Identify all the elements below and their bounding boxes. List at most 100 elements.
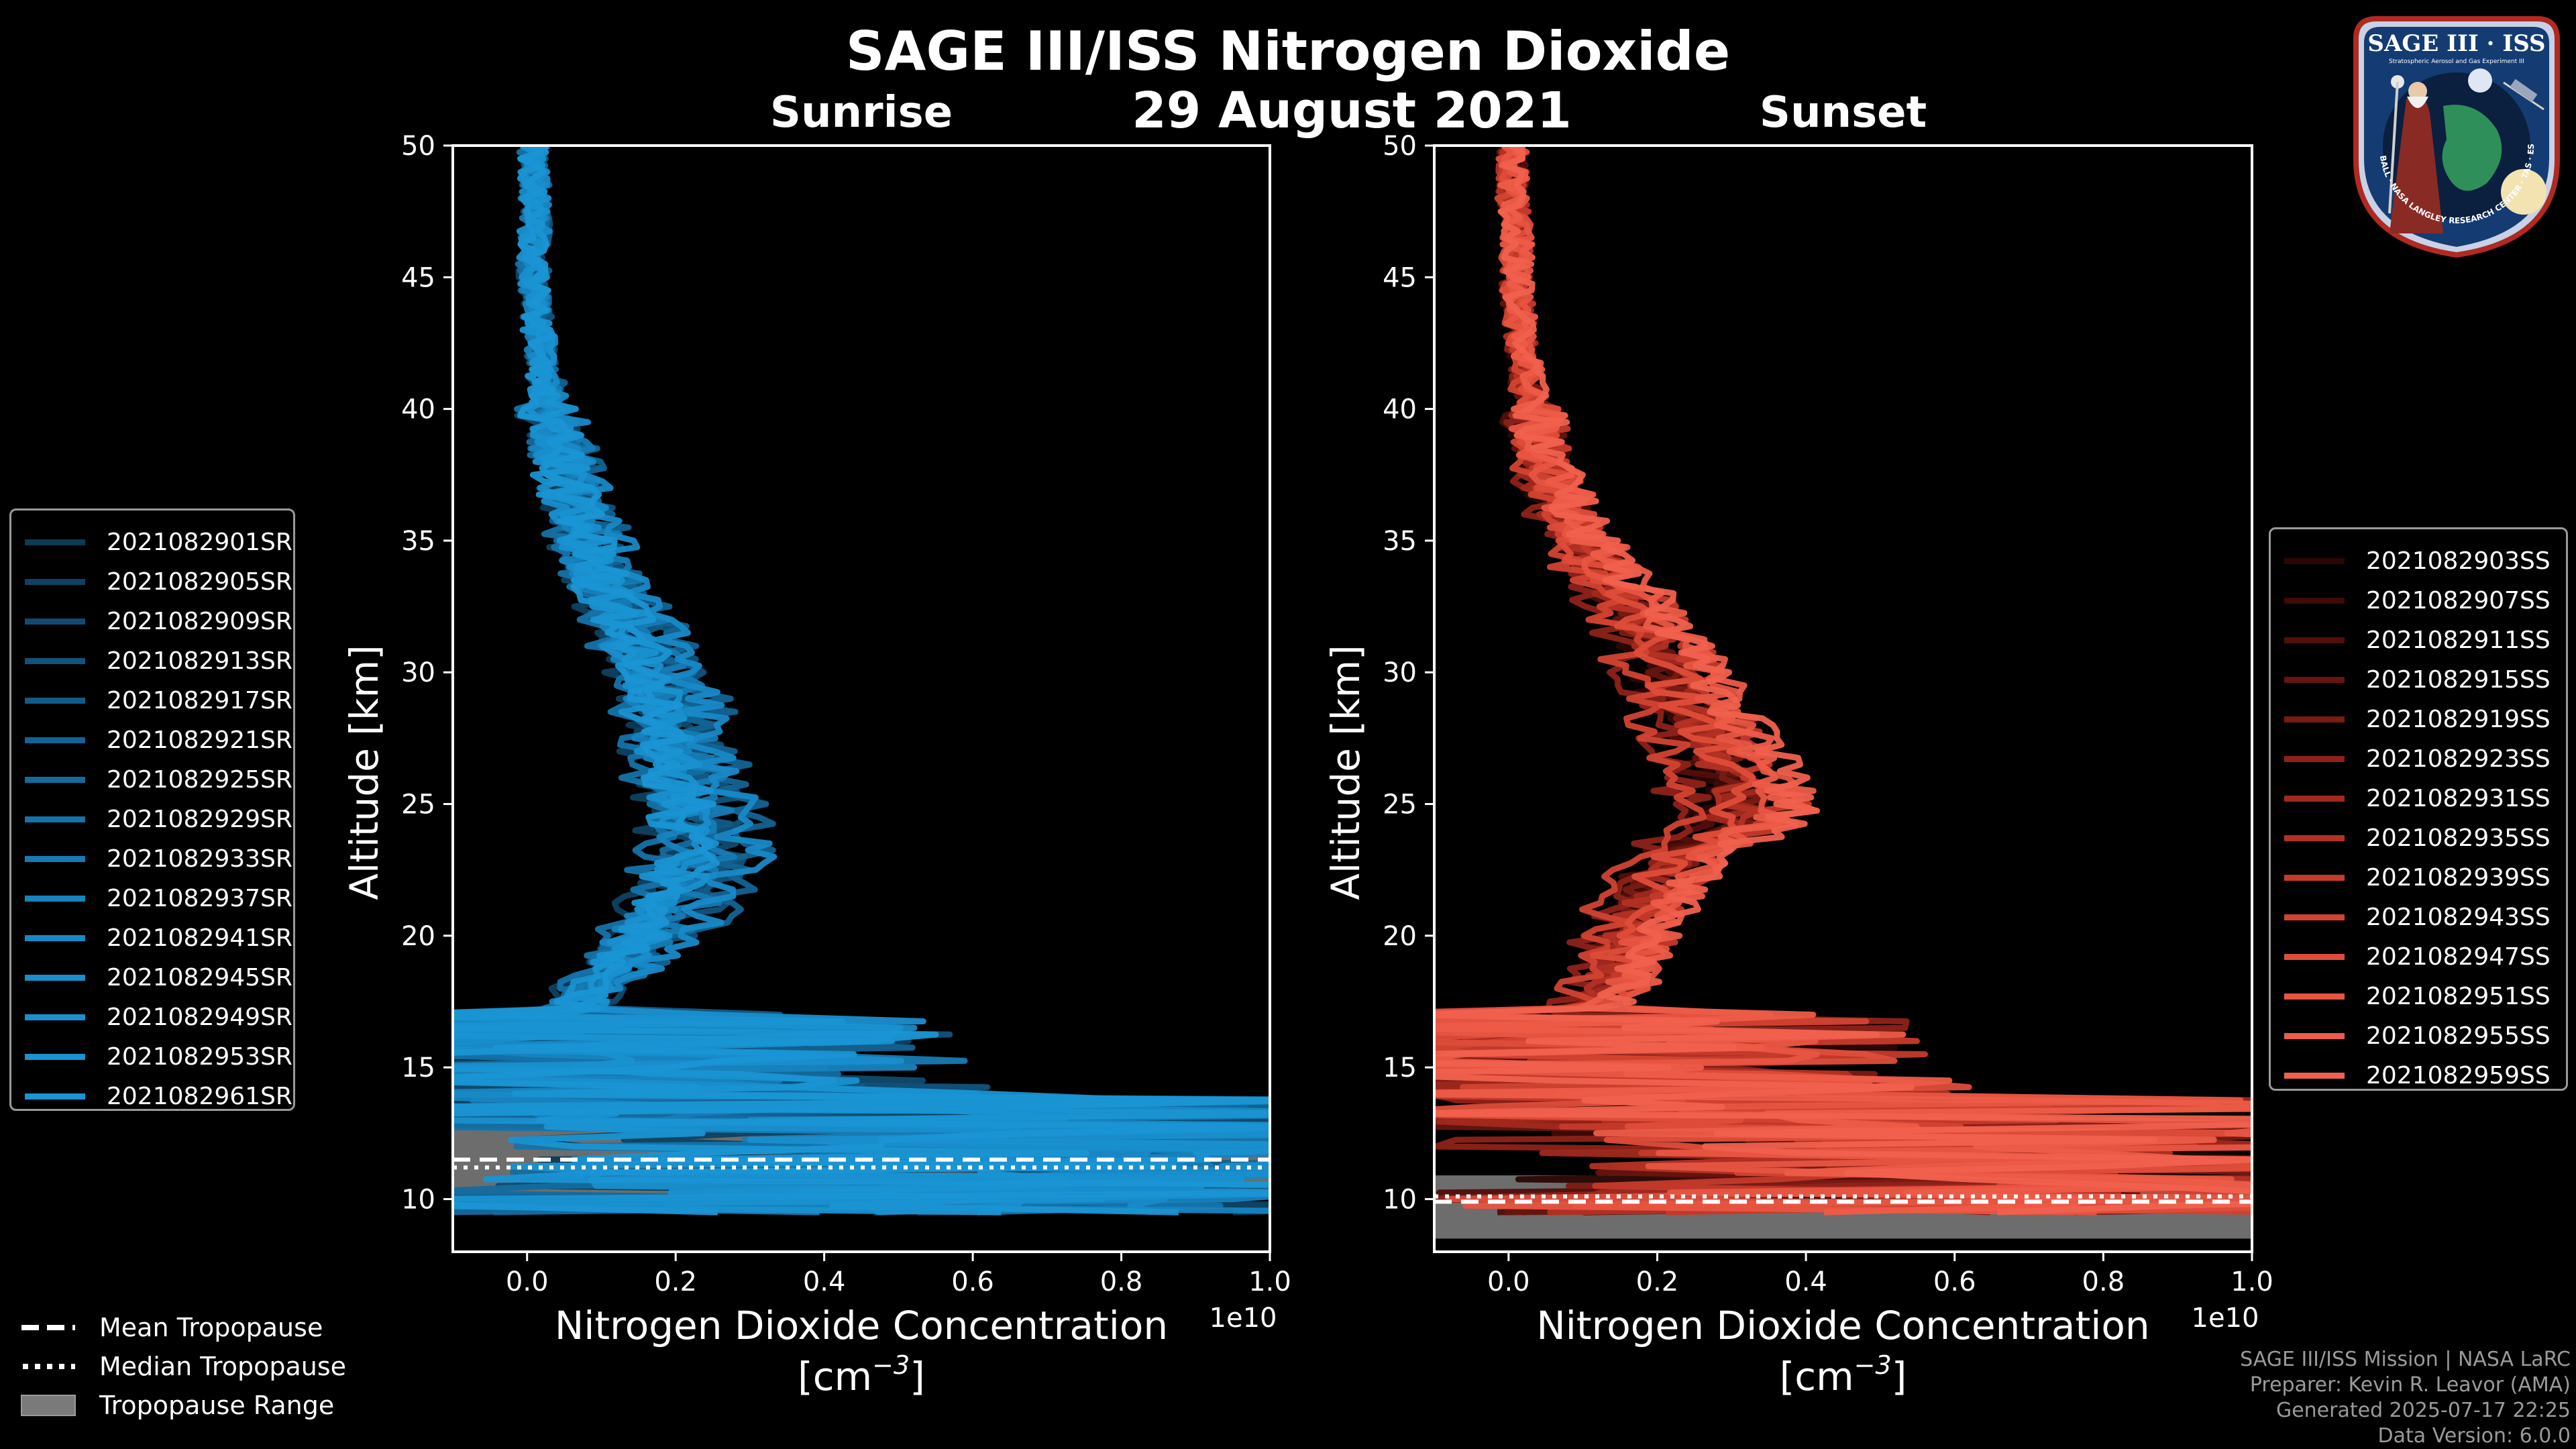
profile-line-2021082953SR <box>453 146 1270 1216</box>
legend-label: 2021082951SS <box>2366 982 2551 1010</box>
legend-entry-2021082941SR: 2021082941SR <box>11 918 292 957</box>
logo-title-text: SAGE III · ISS <box>2367 30 2545 57</box>
legend-label: 2021082939SS <box>2366 863 2551 892</box>
legend-swatch <box>25 855 85 862</box>
profile-line-2021082959SS <box>1434 146 2252 1216</box>
panel-title: Sunrise <box>770 88 953 138</box>
plot-area <box>453 146 1270 1216</box>
axes-frame <box>451 144 1271 1253</box>
legend-entry-2021082943SS: 2021082943SS <box>2271 898 2551 936</box>
legend-label: 2021082901SR <box>107 528 292 556</box>
y-tick-label: 45 <box>1383 262 1417 293</box>
y-tick-label: 40 <box>1383 394 1417 425</box>
legend-entry-2021082961SR: 2021082961SR <box>11 1077 292 1116</box>
credit-mission: SAGE III/ISS Mission | NASA LaRC <box>2240 1348 2571 1371</box>
legend-label: 2021082959SS <box>2366 1061 2551 1089</box>
legend-entry-2021082915SS: 2021082915SS <box>2271 660 2551 699</box>
legend-label: Median Tropopause <box>99 1352 346 1381</box>
legend-entry-2021082955SS: 2021082955SS <box>2271 1016 2551 1055</box>
legend-swatch <box>2284 993 2345 1000</box>
sunset-panel: 10 15 20 25 30 35 40 45 50 0.0 0.2 0.4 0.6 0.8 1.0 1e10… <box>1323 88 2273 1399</box>
legend-swatch <box>2284 1072 2345 1079</box>
legend-entry-2021082911SS: 2021082911SS <box>2271 621 2551 659</box>
legend-label: Mean Tropopause <box>99 1313 323 1342</box>
legend-label: 2021082931SS <box>2366 784 2551 812</box>
x-axis-label: Nitrogen Dioxide Concentration <box>1536 1303 2149 1348</box>
legend-label: 2021082921SR <box>107 726 292 754</box>
logo-subtitle-text: Stratospheric Aerosol and Gas Experiment… <box>2389 58 2524 65</box>
legend-swatch <box>2284 716 2345 722</box>
legend-label: 2021082945SR <box>107 963 292 991</box>
legend-entry-2021082913SR: 2021082913SR <box>11 641 292 680</box>
y-tick-label: 45 <box>401 262 435 293</box>
profile-line-2021082941SR <box>453 146 1270 1216</box>
legend-swatch <box>2284 795 2345 802</box>
legend-entry-2021082937SR: 2021082937SR <box>11 879 292 918</box>
plot-area <box>1434 146 2252 1239</box>
legend-swatch <box>2284 835 2345 841</box>
legend-swatch <box>25 539 85 545</box>
x-tick-label: 0.0 <box>506 1267 549 1297</box>
units-base: [cm <box>798 1354 872 1399</box>
legend-label: 2021082907SS <box>2366 586 2551 614</box>
y-tick-label: 25 <box>401 790 435 820</box>
x-tick-label: 1.0 <box>1248 1267 1291 1297</box>
credits-block: SAGE III/ISS Mission | NASA LaRC Prepare… <box>2240 1347 2571 1449</box>
legend-label: 2021082905SR <box>107 568 292 596</box>
legend-swatch <box>25 1014 85 1020</box>
legend-label: 2021082947SS <box>2366 943 2551 971</box>
legend-label: 2021082941SR <box>107 924 292 952</box>
legend-swatch <box>25 1053 85 1060</box>
legend-swatch <box>2284 676 2345 683</box>
legend-label: 2021082953SR <box>107 1042 292 1071</box>
y-tick-label: 20 <box>1383 921 1417 952</box>
legend-entry-2021082953SR: 2021082953SR <box>11 1037 292 1076</box>
legend-entry-2021082931SS: 2021082931SS <box>2271 779 2551 818</box>
legend-entry-2021082947SS: 2021082947SS <box>2271 937 2551 976</box>
y-tick-label: 20 <box>401 921 435 952</box>
legend-swatch <box>25 1093 85 1099</box>
x-tick-label: 0.6 <box>1933 1267 1976 1297</box>
legend-entry-2021082907SS: 2021082907SS <box>2271 581 2551 620</box>
legend-label: Tropopause Range <box>99 1391 335 1420</box>
legend-median-tropopause: Median Tropopause <box>20 1347 346 1386</box>
x-tick-label: 0.8 <box>2082 1267 2125 1297</box>
dotted-line-swatch <box>20 1363 76 1370</box>
legend-entry-2021082959SS: 2021082959SS <box>2271 1056 2551 1095</box>
x-axis-units: [cm−3] <box>798 1350 925 1399</box>
legend-label: 2021082955SS <box>2366 1022 2551 1050</box>
legend-label: 2021082961SR <box>107 1082 292 1110</box>
sunrise-legend: 2021082901SR 2021082905SR 2021082909SR 2021… <box>9 508 295 1111</box>
legend-label: 2021082929SR <box>107 805 292 833</box>
legend-swatch <box>25 618 85 625</box>
y-tick-label: 25 <box>1383 790 1417 820</box>
x-tick-label: 0.2 <box>654 1267 697 1297</box>
x-axis-units: [cm−3] <box>1780 1350 1907 1399</box>
legend-entry-2021082921SR: 2021082921SR <box>11 720 292 759</box>
legend-swatch <box>25 697 85 704</box>
legend-entry-2021082923SS: 2021082923SS <box>2271 739 2551 778</box>
y-tick-label: 40 <box>401 394 435 425</box>
x-tick-label: 0.6 <box>951 1267 994 1297</box>
legend-tropopause-range: Tropopause Range <box>20 1386 346 1425</box>
x-axis-label: Nitrogen Dioxide Concentration <box>555 1303 1168 1348</box>
legend-entry-2021082945SR: 2021082945SR <box>11 958 292 997</box>
legend-entry-2021082909SR: 2021082909SR <box>11 602 292 641</box>
legend-entry-2021082901SR: 2021082901SR <box>11 523 292 561</box>
legend-entry-2021082919SS: 2021082919SS <box>2271 700 2551 739</box>
y-tick-label: 15 <box>1383 1053 1417 1083</box>
legend-swatch <box>25 578 85 585</box>
y-tick-label: 35 <box>1383 526 1417 557</box>
legend-entry-2021082917SR: 2021082917SR <box>11 681 292 720</box>
legend-swatch <box>25 816 85 822</box>
y-tick-label: 10 <box>401 1184 435 1215</box>
legend-label: 2021082949SR <box>107 1003 292 1031</box>
legend-swatch <box>2284 914 2345 920</box>
legend-entry-2021082925SR: 2021082925SR <box>11 760 292 799</box>
legend-swatch <box>25 737 85 743</box>
profile-line-2021082961SR <box>453 146 1270 1216</box>
legend-label: 2021082933SR <box>107 845 292 873</box>
legend-label: 2021082937SR <box>107 884 292 912</box>
legend-label: 2021082943SS <box>2366 903 2551 931</box>
legend-swatch <box>2284 1032 2345 1039</box>
